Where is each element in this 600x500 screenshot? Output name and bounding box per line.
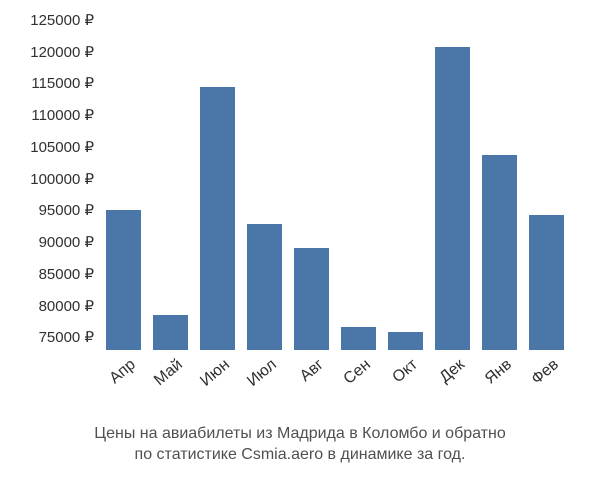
bar	[482, 155, 517, 350]
y-tick-label: 75000 ₽	[39, 328, 94, 346]
price-chart: 75000 ₽ 80000 ₽ 85000 ₽ 90000 ₽ 95000 ₽ 10000…	[0, 0, 600, 500]
y-tick-label: 125000 ₽	[30, 11, 94, 29]
x-tick-label: Янв	[481, 356, 515, 388]
x-tick-label: Дек	[436, 356, 468, 387]
y-tick-label: 100000 ₽	[30, 170, 94, 188]
bar	[388, 332, 423, 350]
caption-line-2: по статистике Csmia.aero в динамике за г…	[135, 446, 466, 463]
x-tick-label: Апр	[106, 356, 139, 388]
x-tick-label: Авг	[296, 356, 327, 386]
bar	[341, 327, 376, 350]
x-tick-label: Окт	[389, 356, 421, 387]
bar	[200, 87, 235, 350]
x-tick-label: Июл	[244, 356, 280, 391]
y-axis: 75000 ₽ 80000 ₽ 85000 ₽ 90000 ₽ 95000 ₽ 10000…	[0, 20, 100, 350]
bar	[435, 47, 470, 350]
y-tick-label: 120000 ₽	[30, 43, 94, 61]
x-tick-label: Июн	[197, 356, 233, 391]
y-tick-label: 90000 ₽	[39, 233, 94, 251]
y-tick-label: 95000 ₽	[39, 201, 94, 219]
bar	[153, 315, 188, 350]
x-tick-label: Фев	[528, 356, 562, 389]
caption-line-1: Цены на авиабилеты из Мадрида в Коломбо …	[94, 425, 506, 442]
chart-caption: Цены на авиабилеты из Мадрида в Коломбо …	[0, 423, 600, 466]
bar	[247, 224, 282, 350]
plot-area	[100, 20, 570, 350]
y-tick-label: 115000 ₽	[31, 74, 94, 92]
y-tick-label: 105000 ₽	[30, 138, 94, 156]
y-tick-label: 85000 ₽	[39, 265, 94, 283]
bar	[294, 248, 329, 350]
x-axis: Апр Май Июн Июл Авг Сен Окт Дек Янв Фев	[100, 356, 570, 416]
y-tick-label: 80000 ₽	[39, 297, 94, 315]
bar	[106, 210, 141, 350]
x-tick-label: Май	[150, 356, 186, 390]
bar	[529, 215, 564, 350]
y-tick-label: 110000 ₽	[31, 106, 94, 124]
x-tick-label: Сен	[340, 356, 374, 389]
